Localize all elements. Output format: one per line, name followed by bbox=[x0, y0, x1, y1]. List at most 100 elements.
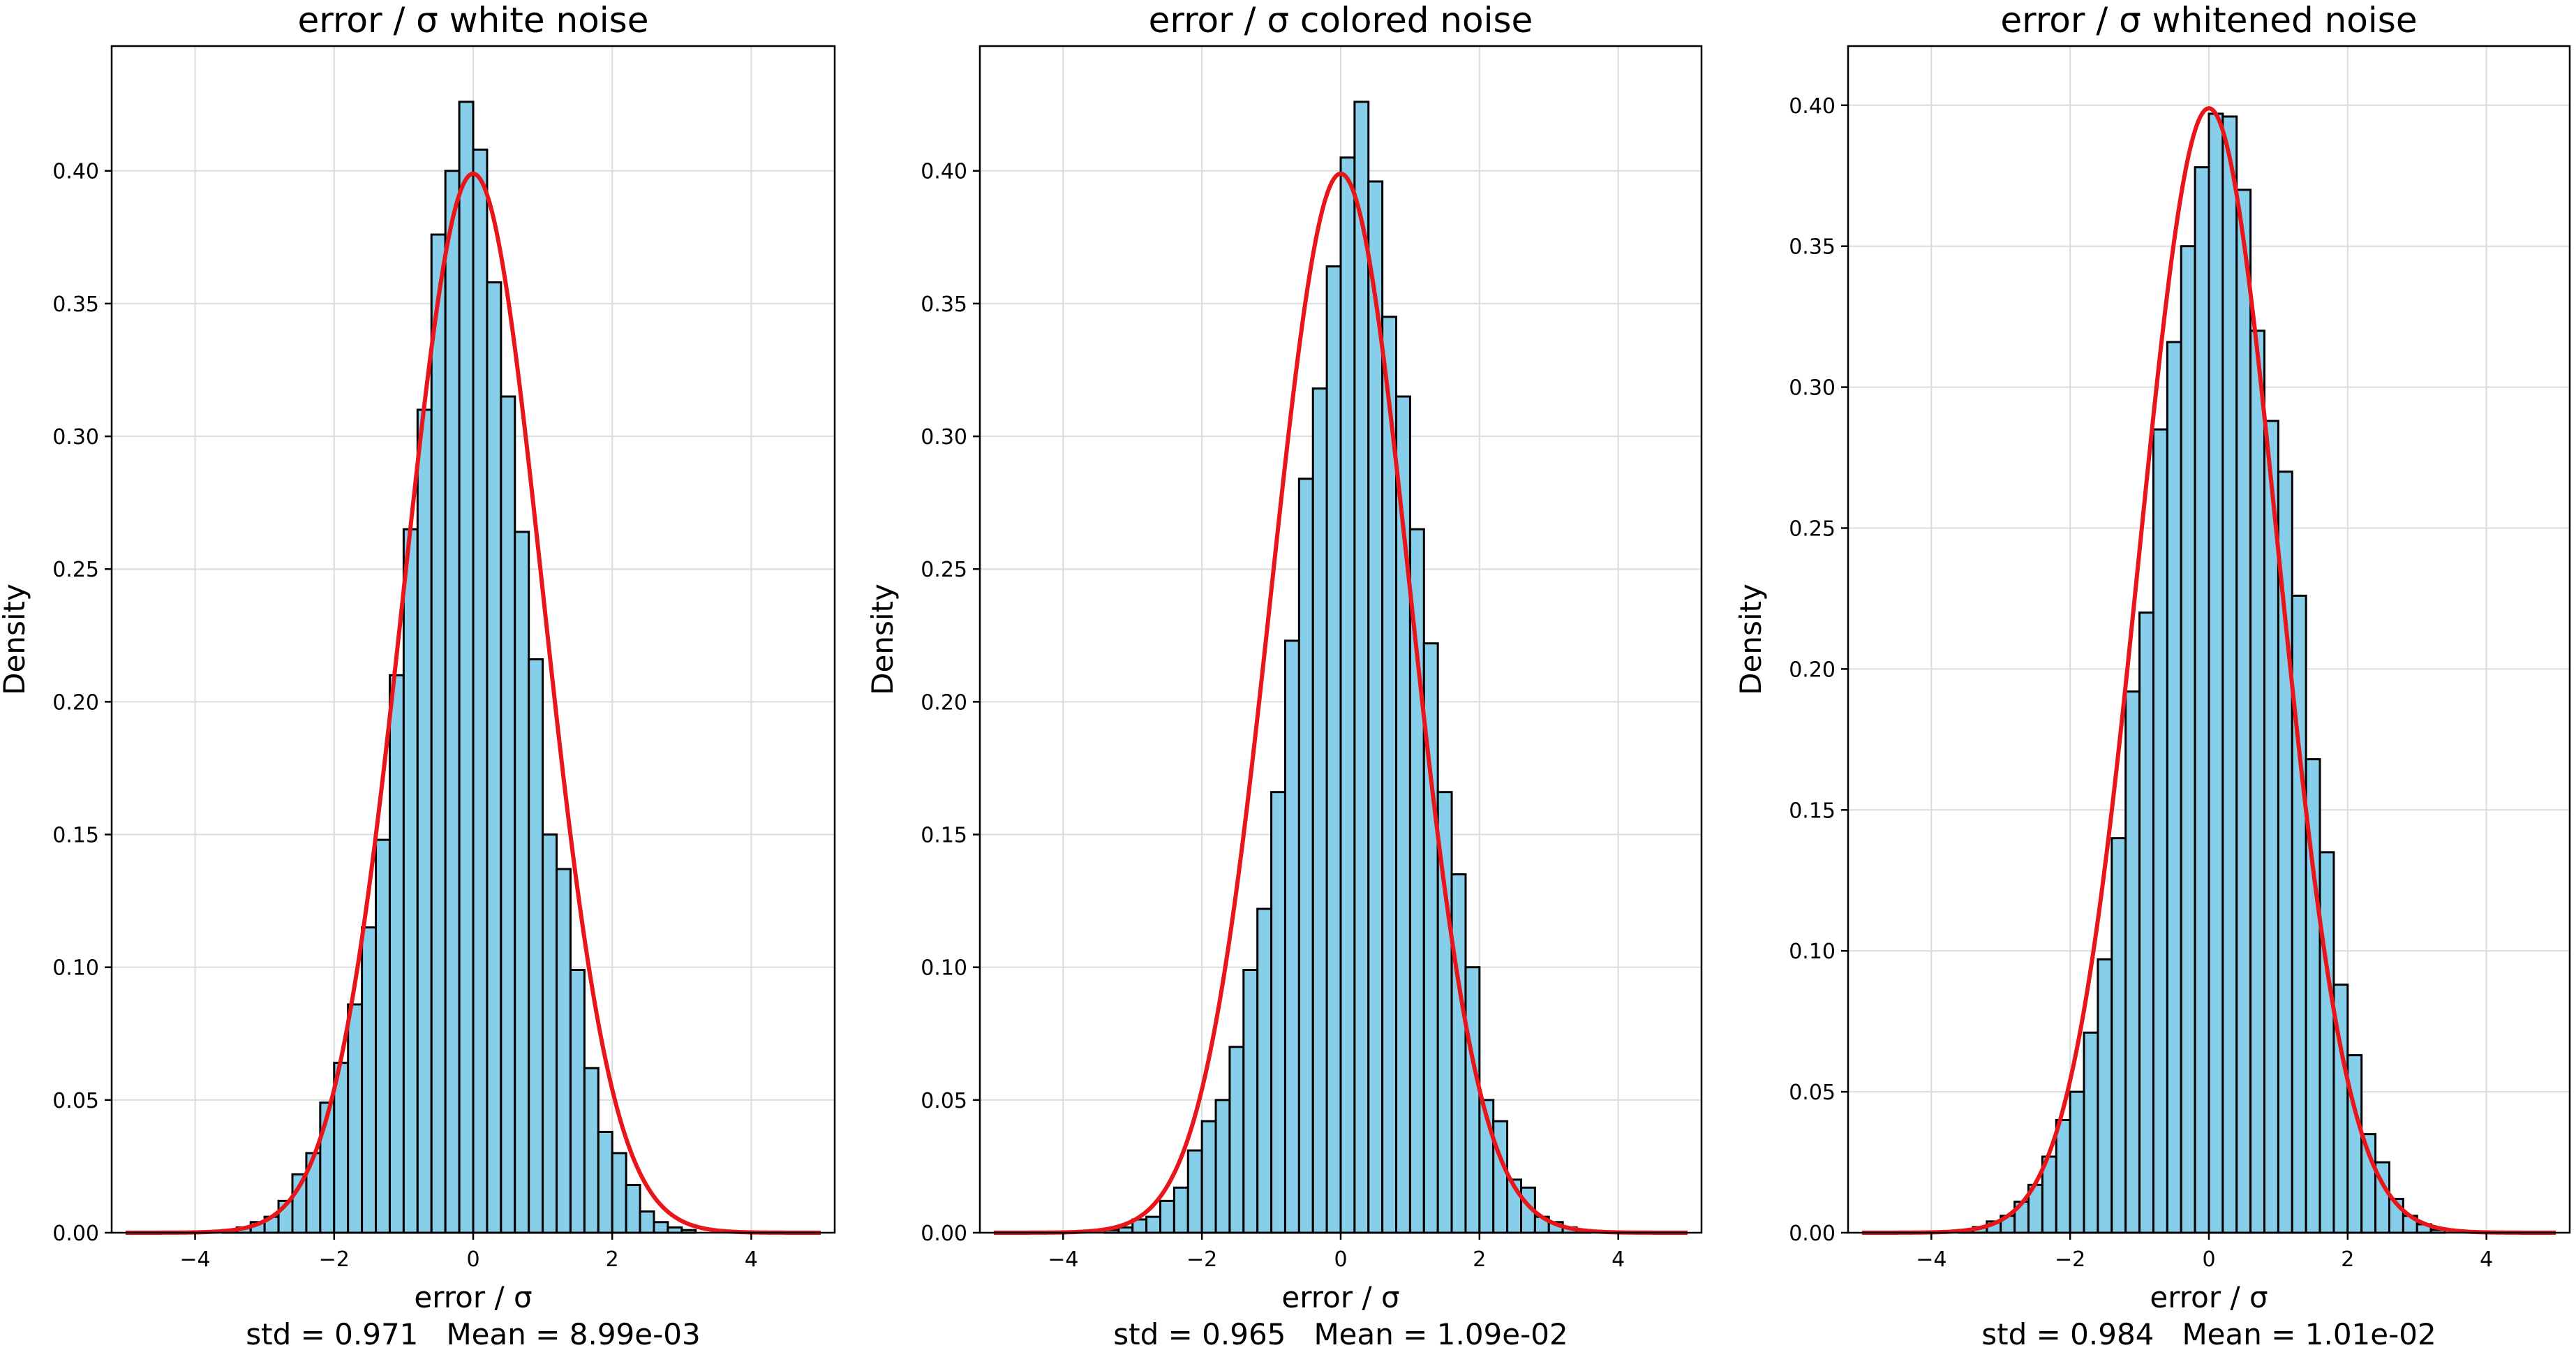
chart-panel-1: −4 −2 0 2 4 0.00 0.05 0.10 0.15 0.20 0.25 0.30 0.35 0… bbox=[0, 0, 836, 1350]
x-tick-label: 2 bbox=[1473, 1247, 1486, 1272]
x-tick-label: 0 bbox=[466, 1247, 479, 1272]
histogram-bar bbox=[2110, 837, 2127, 1234]
y-tick-label: 0.30 bbox=[921, 425, 967, 450]
histogram-bar bbox=[569, 968, 586, 1234]
histogram-bar bbox=[583, 1067, 600, 1234]
y-tick-label: 0.05 bbox=[1789, 1081, 1836, 1105]
x-tick-label: 4 bbox=[745, 1247, 758, 1272]
histogram-bar bbox=[2208, 112, 2224, 1234]
histogram-bar bbox=[1256, 907, 1273, 1234]
histogram-bar bbox=[1228, 1046, 1245, 1234]
y-tick-label: 0.15 bbox=[1789, 799, 1836, 823]
histogram-bar bbox=[375, 838, 391, 1234]
y-tick-label: 0.15 bbox=[921, 824, 967, 848]
x-tick-label: 4 bbox=[1611, 1247, 1625, 1272]
histogram-bar bbox=[2194, 166, 2210, 1234]
histogram-bar bbox=[528, 658, 544, 1234]
y-tick-label: 0.20 bbox=[1789, 658, 1836, 682]
histogram-bar bbox=[1450, 873, 1467, 1234]
histogram-bar bbox=[1200, 1120, 1217, 1234]
normal-pdf-curve bbox=[1861, 106, 2556, 1235]
histogram-bar bbox=[361, 926, 378, 1234]
y-tick-label: 0.00 bbox=[921, 1222, 967, 1246]
histogram-bar bbox=[444, 170, 461, 1234]
x-tick-label: −2 bbox=[2055, 1247, 2085, 1272]
x-tick-label: −2 bbox=[319, 1247, 350, 1272]
y-tick-label: 0.35 bbox=[921, 292, 967, 317]
histogram-bar bbox=[402, 528, 419, 1234]
histogram-bar bbox=[2097, 958, 2113, 1234]
histogram-bar bbox=[1172, 1186, 1189, 1234]
histogram-bar bbox=[1464, 966, 1481, 1234]
histogram-bar bbox=[2138, 611, 2154, 1234]
histogram-bar bbox=[2124, 690, 2141, 1234]
x-axis-label: error / σ bbox=[1281, 1280, 1399, 1314]
histogram-bar bbox=[2083, 1031, 2099, 1234]
histogram-bar bbox=[388, 674, 405, 1234]
histogram-bar bbox=[2069, 1090, 2085, 1234]
histogram-bar bbox=[2152, 428, 2168, 1234]
x-tick-label: 0 bbox=[2202, 1247, 2215, 1272]
histogram-bar bbox=[1325, 265, 1342, 1234]
histogram-bar bbox=[500, 395, 516, 1234]
normal-pdf-curve bbox=[993, 171, 1688, 1235]
histogram-bar bbox=[2249, 329, 2266, 1234]
x-tick-label: −4 bbox=[179, 1247, 210, 1272]
y-tick-label: 0.10 bbox=[921, 956, 967, 981]
y-tick-label: 0.40 bbox=[52, 160, 99, 184]
y-tick-label: 0.35 bbox=[1789, 235, 1836, 260]
y-tick-label: 0.10 bbox=[1789, 940, 1836, 964]
histogram-bar bbox=[1283, 639, 1300, 1234]
histogram-bar bbox=[458, 101, 475, 1234]
histogram-bar bbox=[1214, 1099, 1231, 1234]
histogram-bar bbox=[1159, 1199, 1175, 1234]
x-axis-label: error / σ bbox=[2150, 1280, 2268, 1314]
histogram-bar bbox=[1408, 528, 1425, 1234]
y-tick-label: 0.40 bbox=[1789, 94, 1836, 119]
histogram-bar bbox=[639, 1210, 655, 1234]
y-tick-label: 0.30 bbox=[52, 425, 99, 450]
x-tick-label: −4 bbox=[1916, 1247, 1946, 1272]
x-tick-label: 0 bbox=[1334, 1247, 1347, 1272]
x-tick-label: 2 bbox=[606, 1247, 619, 1272]
histogram-bar bbox=[1186, 1149, 1203, 1234]
y-tick-label: 0.25 bbox=[52, 558, 99, 582]
histogram-bar bbox=[2318, 851, 2335, 1234]
x-axis-label: error / σ bbox=[414, 1280, 532, 1314]
histogram-bar bbox=[1145, 1215, 1161, 1234]
y-tick-label: 0.35 bbox=[52, 292, 99, 317]
x-tick-label: 2 bbox=[2341, 1247, 2354, 1272]
chart-panel-2: −4 −2 0 2 4 0.00 0.05 0.10 0.15 0.20 0.25 0.30 0.35 0… bbox=[865, 0, 1703, 1350]
y-axis-label: Density bbox=[865, 584, 900, 695]
y-tick-label: 0.00 bbox=[52, 1222, 99, 1246]
chart-title: error / σ whitened noise bbox=[2000, 0, 2417, 40]
y-tick-label: 0.05 bbox=[921, 1089, 967, 1113]
y-tick-label: 0.00 bbox=[1789, 1222, 1836, 1246]
y-axis-label: Density bbox=[0, 584, 31, 695]
y-tick-label: 0.40 bbox=[921, 160, 967, 184]
y-tick-label: 0.25 bbox=[1789, 517, 1836, 541]
histogram-bar bbox=[2235, 188, 2252, 1234]
x-tick-label: −4 bbox=[1048, 1247, 1078, 1272]
histogram-bar bbox=[2055, 1118, 2071, 1234]
histogram-bar bbox=[472, 148, 489, 1234]
stats-annotation: std = 0.971 Mean = 8.99e-03 bbox=[246, 1317, 700, 1350]
chart-title: error / σ white noise bbox=[298, 0, 649, 40]
histogram-bar bbox=[1492, 1120, 1509, 1234]
histogram-bar bbox=[430, 233, 447, 1234]
histogram-bar bbox=[514, 531, 530, 1234]
histogram-bar bbox=[625, 1184, 641, 1234]
histogram-bar bbox=[2166, 341, 2182, 1234]
histogram-bar bbox=[1339, 156, 1356, 1234]
y-tick-label: 0.20 bbox=[52, 690, 99, 715]
y-tick-label: 0.25 bbox=[921, 558, 967, 582]
histogram-bar bbox=[611, 1152, 627, 1234]
stats-annotation: std = 0.984 Mean = 1.01e-02 bbox=[1981, 1317, 2436, 1350]
histogram-bar bbox=[653, 1221, 669, 1234]
normal-pdf-curve bbox=[125, 171, 821, 1235]
y-tick-label: 0.15 bbox=[52, 824, 99, 848]
histogram-bar bbox=[1353, 101, 1370, 1234]
histogram-bar bbox=[1297, 477, 1314, 1234]
y-tick-label: 0.30 bbox=[1789, 376, 1836, 401]
